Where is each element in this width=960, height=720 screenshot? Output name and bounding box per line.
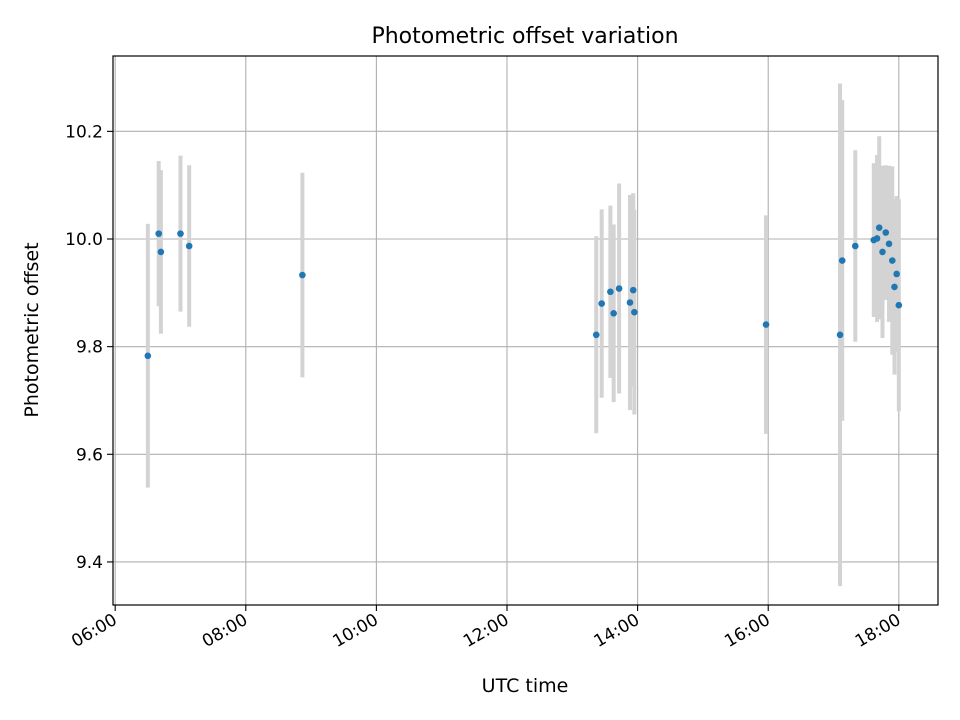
data-point: [762, 321, 770, 328]
plot-frame: [112, 55, 939, 606]
data-point: [885, 240, 893, 248]
data-point: [888, 257, 896, 264]
data-point: [875, 224, 883, 231]
chart-title: Photometric offset variation: [371, 24, 678, 49]
x-tick-label: 10:00: [329, 610, 381, 652]
data-points: [144, 224, 903, 360]
data-point: [185, 242, 193, 250]
data-point: [631, 308, 638, 316]
x-tick-label: 18:00: [852, 610, 904, 652]
data-point: [882, 229, 890, 236]
data-point: [607, 288, 614, 296]
x-tick-label: 06:00: [68, 610, 120, 652]
x-tick-label: 12:00: [460, 610, 512, 652]
data-point: [592, 331, 600, 339]
data-point: [144, 352, 152, 360]
data-point: [626, 299, 634, 306]
y-tick-label: 10.0: [65, 230, 103, 250]
y-tick-label: 9.6: [76, 445, 103, 465]
x-axis-label: UTC time: [482, 675, 569, 697]
data-point: [610, 309, 617, 317]
data-point: [177, 230, 184, 237]
y-axis-label: Photometric offset: [21, 242, 43, 417]
plot-background: [113, 56, 938, 605]
data-point: [879, 248, 886, 256]
x-tick-label: 16:00: [721, 610, 773, 652]
data-point: [838, 257, 846, 264]
data-point: [873, 235, 881, 242]
y-axis-ticks: 9.4 9.6 9.8 10.0 10.2: [65, 122, 113, 573]
x-tick-label: 14:00: [591, 610, 643, 652]
y-tick-label: 10.2: [65, 122, 103, 142]
data-point: [893, 270, 900, 278]
data-point: [299, 271, 306, 279]
data-point: [836, 331, 844, 339]
grid: [113, 56, 938, 605]
data-point: [157, 248, 165, 256]
x-tick-label: 08:00: [199, 610, 251, 652]
y-tick-label: 9.4: [76, 553, 103, 573]
data-point: [155, 230, 163, 237]
data-point: [891, 283, 898, 291]
data-point: [598, 300, 605, 307]
data-point: [851, 242, 859, 250]
y-tick-label: 9.8: [76, 338, 103, 358]
data-point: [615, 285, 623, 292]
data-point: [895, 301, 903, 309]
x-axis-ticks: 06:00 08:00 10:00 12:00 14:00 16:00 18:00: [68, 605, 904, 652]
data-point: [629, 286, 637, 294]
